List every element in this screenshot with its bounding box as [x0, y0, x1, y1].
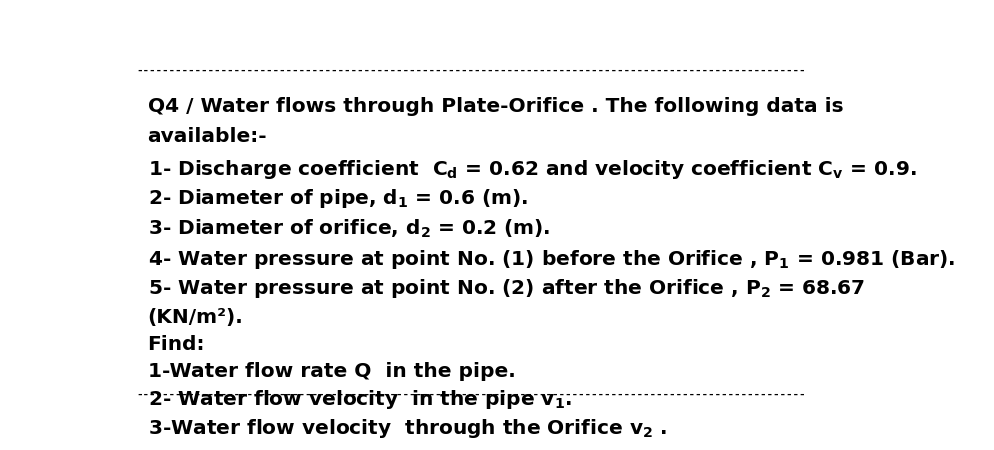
Text: 2- Diameter of pipe, $\mathbf{d_1}$ = 0.6 (m).: 2- Diameter of pipe, $\mathbf{d_1}$ = 0.…	[147, 187, 527, 211]
Text: Find:: Find:	[147, 335, 205, 354]
Text: 1-Water flow rate Q  in the pipe.: 1-Water flow rate Q in the pipe.	[147, 362, 515, 381]
Text: 5- Water pressure at point No. (2) after the Orifice , $\mathbf{P_2}$ = 68.67: 5- Water pressure at point No. (2) after…	[147, 278, 864, 301]
Text: --------------------------------------------------------------------------------: ----------------------------------------…	[136, 66, 804, 76]
Text: Q4 / Water flows through Plate-Orifice . The following data is: Q4 / Water flows through Plate-Orifice .…	[147, 97, 842, 116]
Text: 4- Water pressure at point No. (1) before the Orifice , $\mathbf{P_1}$ = 0.981 (: 4- Water pressure at point No. (1) befor…	[147, 248, 954, 271]
Text: 2- Water flow velocity  in the pipe $\mathbf{v_1}$.: 2- Water flow velocity in the pipe $\mat…	[147, 388, 571, 411]
Text: 3- Diameter of orifice, $\mathbf{d_2}$ = 0.2 (m).: 3- Diameter of orifice, $\mathbf{d_2}$ =…	[147, 217, 549, 240]
Text: 1- Discharge coefficient  $\mathbf{C_d}$ = 0.62 and velocity coefficient $\mathb: 1- Discharge coefficient $\mathbf{C_d}$ …	[147, 158, 915, 181]
Text: (KN/m²).: (KN/m²).	[147, 308, 243, 327]
Text: available:-: available:-	[147, 127, 266, 146]
Text: 3-Water flow velocity  through the Orifice $\mathbf{v_2}$ .: 3-Water flow velocity through the Orific…	[147, 417, 666, 440]
Text: --------------------------------------------------------------------------------: ----------------------------------------…	[136, 389, 804, 400]
